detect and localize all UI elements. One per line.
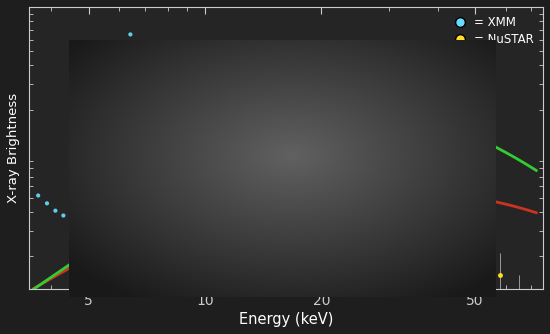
Point xyxy=(172,198,180,203)
Point xyxy=(165,202,174,207)
Point xyxy=(183,193,192,198)
Point xyxy=(42,201,51,206)
Point xyxy=(130,134,139,140)
Point xyxy=(136,206,145,212)
Text: Gas
Obscuration: Gas Obscuration xyxy=(288,245,355,267)
Point xyxy=(132,169,141,175)
Point xyxy=(134,193,142,198)
Point xyxy=(189,190,197,196)
Point xyxy=(116,169,125,175)
Point xyxy=(199,186,208,191)
Point xyxy=(138,213,147,218)
Point xyxy=(106,193,115,198)
Point xyxy=(148,216,157,222)
Point xyxy=(144,218,153,223)
Point xyxy=(120,142,129,148)
Point xyxy=(118,154,127,160)
Point xyxy=(112,182,121,187)
Point xyxy=(87,214,96,220)
Point xyxy=(177,195,186,201)
Point xyxy=(122,109,131,114)
Point xyxy=(74,218,82,223)
Text: Gravitational
Distortion: Gravitational Distortion xyxy=(336,164,408,186)
Point xyxy=(128,86,137,91)
Point xyxy=(194,188,202,193)
X-axis label: Energy (keV): Energy (keV) xyxy=(239,312,333,327)
Legend: = XMM, = NuSTAR: = XMM, = NuSTAR xyxy=(444,13,537,49)
Point xyxy=(121,128,130,133)
Point xyxy=(67,216,75,222)
Point xyxy=(126,32,135,37)
Point xyxy=(157,208,166,213)
Point xyxy=(51,208,60,213)
Point xyxy=(152,213,161,218)
Point xyxy=(161,205,170,210)
Point xyxy=(100,203,109,209)
Y-axis label: X-ray Brightness: X-ray Brightness xyxy=(7,93,20,203)
Point xyxy=(59,213,68,218)
Point xyxy=(94,209,103,215)
Point xyxy=(81,216,90,222)
Point xyxy=(124,83,133,89)
Point xyxy=(141,216,150,222)
Point xyxy=(34,193,42,198)
Point xyxy=(125,59,134,65)
